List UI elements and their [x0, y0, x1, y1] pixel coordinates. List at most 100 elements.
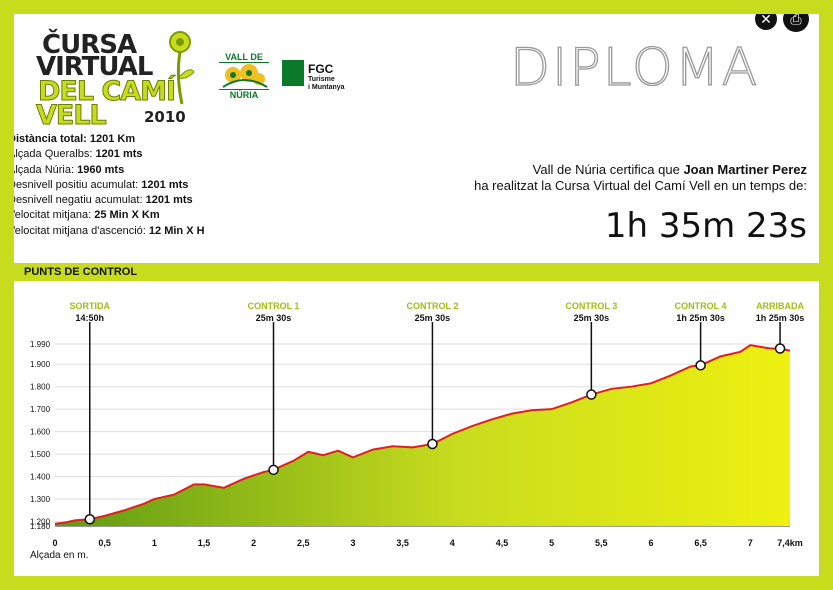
elevation-line: [54, 344, 791, 525]
fgc-sub-1: Turisme: [308, 76, 335, 83]
x-tick-label: 3: [350, 538, 355, 548]
stat-label: Alçada Núria:: [14, 163, 78, 176]
y-tick-label: 1.800: [30, 383, 51, 392]
stat-label: Distància total:: [14, 133, 90, 145]
cursa-virtual-logo: ČURSA VIRTUAL DEL CAMÍ VELL 2010: [32, 22, 202, 144]
fgc-title: FGC: [308, 62, 334, 76]
finish-time: 1h 35m 23s: [604, 206, 807, 246]
checkpoint-time: 1h 25m 30s: [676, 313, 725, 323]
stat-row: Desnivell positiu acumulat: 1201 mts: [14, 178, 205, 193]
runner-name: Joan Martiner Perez: [683, 162, 807, 177]
checkpoint-time: 25m 30s: [256, 313, 292, 323]
stat-row: Distància total: 1201 Km: [14, 132, 205, 147]
vall-de-nuria-logo: VALL DE NÚRIA: [219, 52, 269, 102]
x-tick-label: 4: [450, 538, 455, 548]
y-tick-label: 1.900: [30, 360, 51, 369]
stat-row: Alçada Núria: 1960 mts: [14, 163, 205, 178]
checkpoint-label: CONTROL 2: [407, 301, 459, 311]
logo-line-3: DEL CAMÍ: [37, 76, 176, 107]
stat-row: Alçada Queralbs: 1201 mts: [14, 147, 205, 162]
x-tick-label: 0: [52, 538, 57, 548]
checkpoint-marker: [427, 438, 438, 450]
x-tick-label: 1: [152, 538, 157, 548]
stat-value: 1960 mts: [77, 163, 125, 176]
stat-label: Desnivell positiu acumulat:: [14, 178, 142, 191]
stat-label: Alçada Queralbs:: [14, 148, 96, 161]
x-tick-label: 7: [748, 538, 753, 548]
stat-label: Desnivell negatiu acumulat:: [14, 194, 146, 207]
checkpoint-label: ARRIBADA: [756, 301, 804, 311]
fgc-sub-2: i Muntanya: [308, 84, 345, 91]
stat-label: Velocitat mitjana d'ascenció:: [14, 224, 149, 237]
x-tick-label: 1,5: [198, 538, 211, 548]
stat-row: Velocitat mitjana d'ascenció: 12 Min X H: [14, 224, 205, 239]
certificate-line-1: Vall de Núria certifica que Joan Martine…: [474, 162, 807, 178]
certificate-text: Vall de Núria certifica que Joan Martine…: [474, 162, 807, 194]
x-tick-label: 0,5: [98, 538, 111, 548]
section-title: PUNTS DE CONTROL: [24, 266, 138, 278]
checkpoint-marker: [268, 464, 279, 476]
y-tick-label: 1.400: [30, 473, 51, 482]
checkpoints: SORTIDA 14:50h CONTROL 1 25m 30s CONTROL 2 25…: [70, 301, 805, 525]
checkpoint-marker: [695, 360, 706, 371]
print-icon[interactable]: ⎙: [783, 14, 809, 32]
y-tick-label: 1.500: [30, 450, 51, 459]
checkpoint-marker: [84, 514, 96, 525]
checkpoint-time: 25m 30s: [415, 313, 451, 323]
checkpoint-label: SORTIDA: [70, 301, 111, 311]
x-tick-label: 5: [549, 538, 554, 548]
vall-label-top: VALL DE: [219, 52, 269, 63]
checkpoint-label: CONTROL 4: [675, 301, 727, 311]
stat-value: 25 Min X Km: [94, 209, 160, 222]
fgc-logo: FGC Turisme i Muntanya: [282, 60, 362, 94]
logo-line-4: VELL: [36, 100, 108, 131]
checkpoint-label: CONTROL 1: [248, 301, 300, 311]
checkpoint-marker: [586, 389, 597, 400]
x-tick-label: 2,5: [297, 538, 310, 548]
elevation-area: [55, 345, 790, 526]
checkpoint-marker: [774, 343, 786, 354]
stat-value: 1201 mts: [95, 148, 143, 161]
flower-icon: [222, 64, 268, 88]
y-tick-label: 1.600: [30, 428, 51, 437]
x-tick-label: 6,5: [694, 538, 707, 548]
stat-label: Velocitat mitjana:: [14, 209, 95, 222]
x-tick-label: 3,5: [396, 538, 409, 548]
checkpoint-time: 14:50h: [75, 313, 104, 323]
checkpoint-time: 25m 30s: [574, 313, 610, 323]
certificate-pre: Vall de Núria certifica que: [532, 162, 684, 177]
x-tick-label: 4,5: [496, 538, 509, 548]
stat-value: 1201 Km: [89, 133, 136, 145]
x-axis-label: Alçada en m.: [30, 550, 88, 561]
checkpoint-time: 1h 25m 30s: [756, 313, 805, 323]
vall-label-bottom: NÚRIA: [219, 89, 269, 100]
logo-line-1: ČURSA: [42, 30, 137, 60]
close-icon[interactable]: ✕: [755, 14, 777, 30]
y-tick-label: 1.700: [30, 405, 51, 414]
flower-icon: [169, 31, 195, 105]
stat-value: 1201 mts: [141, 178, 189, 191]
x-tick-label: 7,4km: [777, 538, 803, 548]
section-bar: PUNTS DE CONTROL: [14, 263, 819, 281]
y-tick-label: 1.300: [30, 495, 51, 504]
stats-list: Distància total: 1201 Km Alçada Queralbs:…: [14, 132, 205, 239]
fgc-mark-icon: [282, 60, 304, 86]
y-tick-label: 1.200: [30, 518, 51, 527]
y-tick-label: 1.990: [30, 340, 51, 349]
x-tick-label: 6: [648, 538, 653, 548]
x-tick-label: 5,5: [595, 538, 608, 548]
stat-row: Velocitat mitjana: 25 Min X Km: [14, 208, 205, 223]
certificate-line-2: ha realitzat la Cursa Virtual del Camí V…: [474, 178, 807, 193]
stat-value: 12 Min X H: [148, 224, 205, 237]
logo-year: 2010: [144, 108, 186, 126]
page-title: DIPLOMA: [509, 37, 760, 98]
stat-value: 1201 mts: [145, 194, 193, 207]
x-tick-label: 2: [251, 538, 256, 548]
checkpoint-label: CONTROL 3: [565, 301, 617, 311]
stat-row: Desnivell negatiu acumulat: 1201 mts: [14, 193, 205, 208]
x-axis-ticks: 0 0,5 1 1,5 2 2,5 3 3,5 4 4,5 5 5,5 6 6,5 7 7,4km: [52, 538, 802, 548]
logo-line-2: VIRTUAL: [36, 52, 153, 82]
y-tick-label: 1.180: [30, 522, 51, 531]
